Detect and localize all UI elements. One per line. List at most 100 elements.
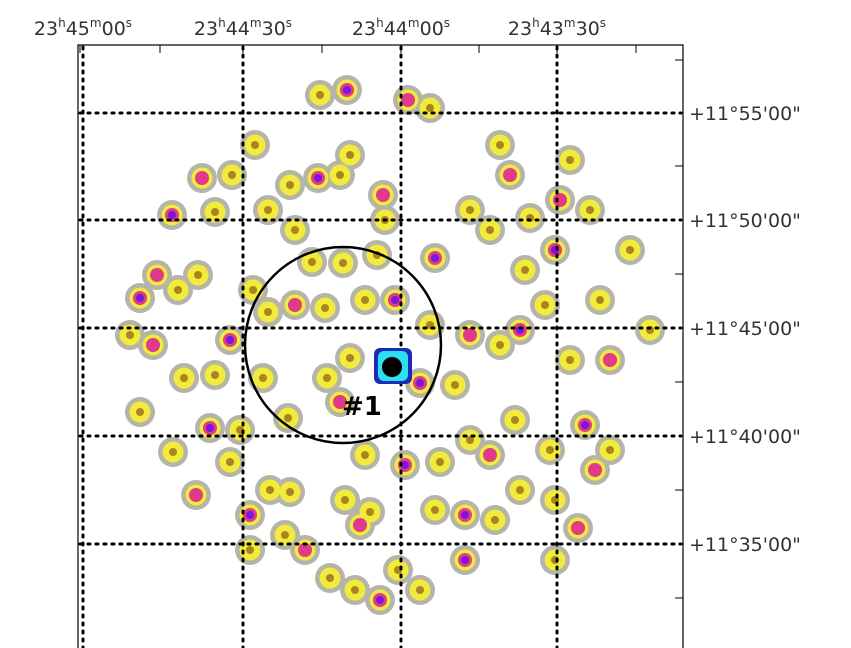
blob-peak xyxy=(136,294,144,302)
blob-core xyxy=(496,141,504,149)
blob-peak xyxy=(246,511,254,519)
blob-core xyxy=(180,374,188,382)
blob-core xyxy=(521,266,529,274)
ra-label: 23h45m00s xyxy=(34,16,132,40)
blob-peak xyxy=(581,421,589,429)
blob-peak xyxy=(168,211,176,219)
blob-core xyxy=(150,268,164,282)
blob-core xyxy=(586,206,594,214)
dec-label: +11°50'00" xyxy=(689,210,801,232)
blob-peak xyxy=(416,379,424,387)
ra-unit: h xyxy=(376,16,384,30)
blob-core xyxy=(323,374,331,382)
blob-peak xyxy=(343,86,351,94)
grid xyxy=(80,45,683,648)
blob-core xyxy=(483,448,497,462)
annotation: #1 xyxy=(342,392,382,422)
blob-core xyxy=(211,371,219,379)
blob-core xyxy=(466,206,474,214)
dec-label: +11°55'00" xyxy=(689,103,801,125)
blob-core xyxy=(174,286,182,294)
blob-core xyxy=(496,341,504,349)
blob-peak xyxy=(461,511,469,519)
blob-core xyxy=(259,374,267,382)
blob-core xyxy=(211,208,219,216)
blob-core xyxy=(596,296,604,304)
blob-core xyxy=(566,156,574,164)
blob-core xyxy=(553,193,567,207)
blob-core xyxy=(288,298,302,312)
blob-core xyxy=(376,188,390,202)
bright-source-center xyxy=(382,357,402,377)
blob-core xyxy=(516,486,524,494)
blob-core xyxy=(431,506,439,514)
ra-value: 43 xyxy=(540,18,564,40)
blob-core xyxy=(436,458,444,466)
ra-unit: s xyxy=(444,16,450,30)
blob-core xyxy=(189,488,203,502)
frame xyxy=(78,45,683,648)
ra-unit: m xyxy=(90,16,102,30)
blob-peak xyxy=(391,296,399,304)
ra-unit: h xyxy=(218,16,226,30)
blob-core xyxy=(401,93,415,107)
sky-map: #1 23h45m00s23h44m30s23h44m00s23h43m30s+… xyxy=(0,0,851,648)
blob-core xyxy=(226,458,234,466)
ra-value: 30 xyxy=(262,18,286,40)
blob-core xyxy=(451,381,459,389)
dec-label: +11°35'00" xyxy=(689,534,801,556)
blob-core xyxy=(491,516,499,524)
blob-core xyxy=(228,171,236,179)
blob-core xyxy=(626,246,634,254)
ra-unit: s xyxy=(286,16,292,30)
blob-core xyxy=(361,296,369,304)
blob-core xyxy=(316,91,324,99)
blob-core xyxy=(346,151,354,159)
blob-core xyxy=(286,181,294,189)
ra-unit: h xyxy=(58,16,66,30)
ra-value: 44 xyxy=(384,18,408,40)
ra-value: 23 xyxy=(352,18,376,40)
blob-core xyxy=(251,141,259,149)
blob-core xyxy=(546,446,554,454)
blob-core xyxy=(284,414,292,422)
blob-core xyxy=(308,258,316,266)
blob-core xyxy=(603,353,617,367)
ra-unit: s xyxy=(600,16,606,30)
blob-core xyxy=(341,496,349,504)
blob-core xyxy=(606,446,614,454)
blob-core xyxy=(336,171,344,179)
ra-unit: m xyxy=(564,16,576,30)
blob-core xyxy=(286,488,294,496)
blob-core xyxy=(346,354,354,362)
ra-unit: m xyxy=(250,16,262,30)
blob-core xyxy=(136,408,144,416)
blob-core xyxy=(321,304,329,312)
blob-peak xyxy=(431,254,439,262)
blob-core xyxy=(266,486,274,494)
blob-core xyxy=(326,574,334,582)
ra-value: 30 xyxy=(576,18,600,40)
blob-core xyxy=(416,586,424,594)
ra-value: 00 xyxy=(420,18,444,40)
blob-core xyxy=(463,328,477,342)
blob-core xyxy=(264,206,272,214)
blob-peak xyxy=(206,424,214,432)
blob-core xyxy=(353,518,367,532)
ra-value: 44 xyxy=(226,18,250,40)
ra-label: 23h44m00s xyxy=(352,16,450,40)
ra-value: 00 xyxy=(102,18,126,40)
blob-core xyxy=(588,463,602,477)
blob-peak xyxy=(226,336,234,344)
blob-peak xyxy=(376,596,384,604)
blob-core xyxy=(194,271,202,279)
blob-core xyxy=(503,168,517,182)
blob-core xyxy=(246,546,254,554)
blob-core xyxy=(126,331,134,339)
blob-core xyxy=(249,286,257,294)
ra-unit: s xyxy=(126,16,132,30)
blob-peak xyxy=(314,174,322,182)
ra-value: 23 xyxy=(34,18,58,40)
blob-core xyxy=(195,171,209,185)
ra-label: 23h43m30s xyxy=(508,16,606,40)
